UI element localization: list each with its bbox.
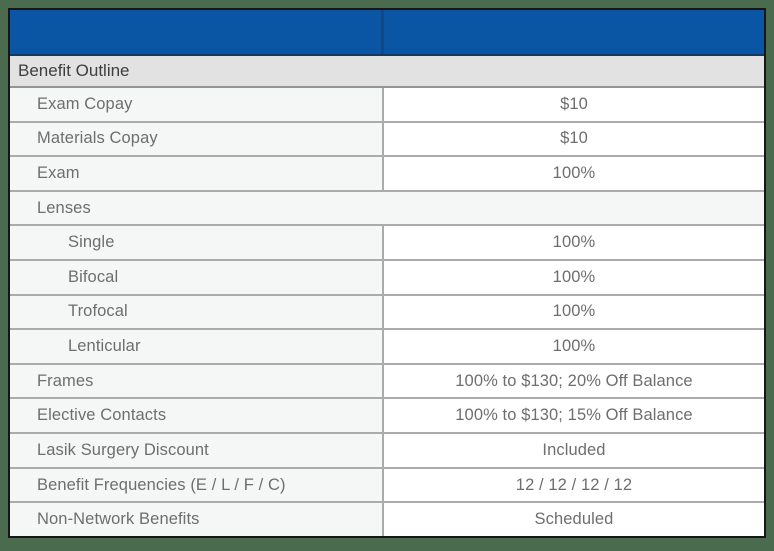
plan-header-cell-right (384, 10, 764, 54)
row-label: Lenticular (10, 330, 384, 363)
row-value: 100% (383, 330, 764, 363)
row-label: Elective Contacts (10, 399, 384, 433)
row-value: 12 / 12 / 12 / 12 (383, 468, 764, 502)
row-value: $10 (383, 88, 764, 121)
table-row: Single 100% (10, 226, 764, 262)
row-label: Frames (10, 364, 384, 398)
benefit-table-body: Exam Copay $10 Materials Copay $10 Exam 100% L… (10, 88, 764, 536)
row-label: Trofocal (10, 295, 384, 329)
row-label: Lenses (10, 191, 764, 225)
row-value: 100% (383, 157, 764, 190)
benefit-table: Benefit Outline Exam Copay $10 Materials C… (8, 8, 766, 538)
section-title: Benefit Outline (18, 61, 130, 80)
table-row: Exam 100% (10, 157, 764, 192)
table-row: Benefit Frequencies (E / L / F / C) 12 / … (10, 468, 764, 504)
row-label: Exam Copay (10, 88, 384, 121)
table-row: Lenses (10, 191, 764, 227)
row-value: 100% (383, 295, 764, 329)
table-row: Lenticular 100% (10, 330, 764, 365)
row-label: Benefit Frequencies (E / L / F / C) (10, 468, 384, 502)
table-row: Trofocal 100% (10, 295, 764, 331)
row-value: 100% (383, 261, 764, 294)
section-header-row: Benefit Outline (10, 56, 764, 88)
row-label: Non-Network Benefits (10, 503, 384, 536)
table-row: Non-Network Benefits Scheduled (10, 503, 764, 536)
row-value: Included (383, 434, 764, 467)
row-value: Scheduled (383, 503, 764, 536)
table-row: Frames 100% to $130; 20% Off Balance (10, 364, 764, 400)
row-value: $10 (383, 122, 764, 156)
row-label: Lasik Surgery Discount (10, 434, 384, 467)
row-label: Single (10, 226, 384, 260)
row-label: Materials Copay (10, 122, 384, 156)
table-row: Exam Copay $10 (10, 88, 764, 123)
row-label: Bifocal (10, 261, 384, 294)
row-value: 100% (383, 226, 764, 260)
table-row: Lasik Surgery Discount Included (10, 434, 764, 469)
table-row: Bifocal 100% (10, 261, 764, 296)
plan-header-row (10, 10, 764, 56)
table-row: Elective Contacts 100% to $130; 15% Off B… (10, 399, 764, 435)
row-value: 100% to $130; 20% Off Balance (383, 364, 764, 398)
row-label: Exam (10, 157, 384, 190)
table-row: Materials Copay $10 (10, 122, 764, 158)
plan-header-cell-left (10, 10, 384, 54)
row-value: 100% to $130; 15% Off Balance (383, 399, 764, 433)
